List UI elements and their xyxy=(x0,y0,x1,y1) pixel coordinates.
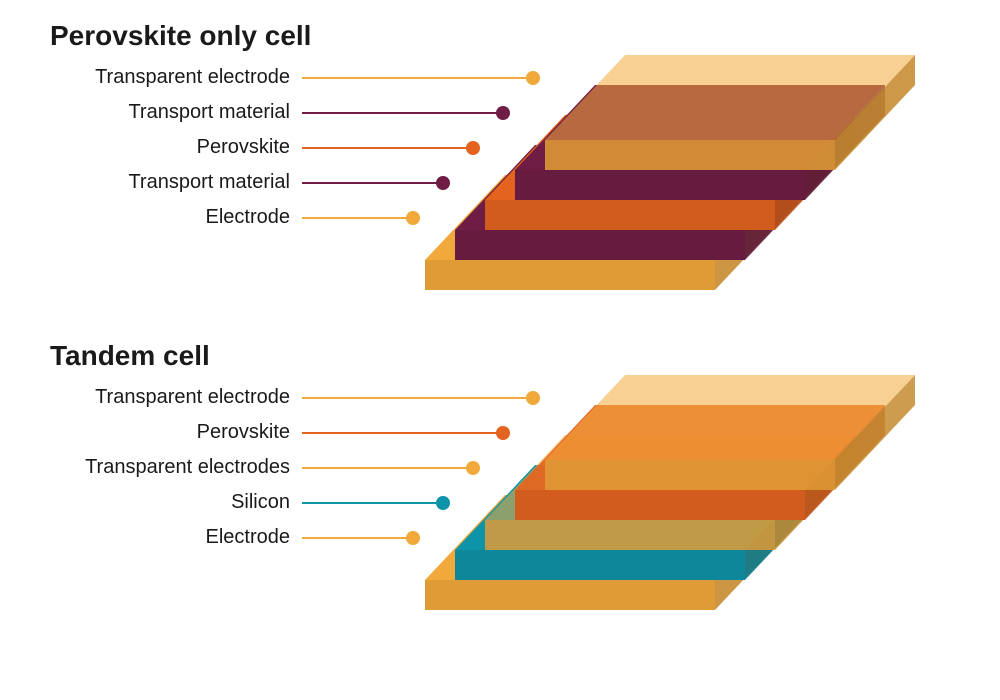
tandem-layer-4-front xyxy=(425,580,715,610)
perovskite-only-label-1: Transport material xyxy=(128,101,290,124)
diagram-stage: Perovskite only cell Transparent electrod… xyxy=(0,0,1000,700)
perovskite-only-leader-1 xyxy=(302,112,503,114)
perovskite-only-leader-3 xyxy=(302,182,443,184)
tandem-layer-3-front xyxy=(455,550,745,580)
tandem-layer-2-front xyxy=(485,520,775,550)
tandem-leader-2 xyxy=(302,467,473,469)
tandem-label-1: Perovskite xyxy=(197,421,290,444)
tandem-leader-1 xyxy=(302,432,503,434)
perovskite-only-layer-3-front xyxy=(455,230,745,260)
tandem-label-2: Transparent electrodes xyxy=(85,456,290,479)
tandem-leader-0 xyxy=(302,397,533,399)
tandem-dot-3 xyxy=(436,496,450,510)
perovskite-only-dot-3 xyxy=(436,176,450,190)
tandem-dot-4 xyxy=(406,531,420,545)
tandem-dot-1 xyxy=(496,426,510,440)
perovskite-only-label-4: Electrode xyxy=(206,206,291,229)
perovskite-only-dot-4 xyxy=(406,211,420,225)
perovskite-only-layer-0-front xyxy=(545,140,835,170)
perovskite-only-layer-4-front xyxy=(425,260,715,290)
tandem-label-4: Electrode xyxy=(206,526,291,549)
tandem-label-0: Transparent electrode xyxy=(95,386,290,409)
perovskite-only-layer-1-front xyxy=(515,170,805,200)
tandem-layer-1-front xyxy=(515,490,805,520)
perovskite-only-leader-4 xyxy=(302,217,413,219)
perovskite-only-label-3: Transport material xyxy=(128,171,290,194)
tandem-leader-4 xyxy=(302,537,413,539)
tandem-title: Tandem cell xyxy=(50,340,210,372)
perovskite-only-title: Perovskite only cell xyxy=(50,20,311,52)
perovskite-only-layer-2-front xyxy=(485,200,775,230)
tandem-leader-3 xyxy=(302,502,443,504)
tandem-dot-2 xyxy=(466,461,480,475)
perovskite-only-leader-0 xyxy=(302,77,533,79)
tandem-layer-0-front xyxy=(545,460,835,490)
perovskite-only-label-0: Transparent electrode xyxy=(95,66,290,89)
perovskite-only-label-2: Perovskite xyxy=(197,136,290,159)
perovskite-only-leader-2 xyxy=(302,147,473,149)
perovskite-only-dot-0 xyxy=(526,71,540,85)
perovskite-only-dot-1 xyxy=(496,106,510,120)
tandem-label-3: Silicon xyxy=(231,491,290,514)
tandem-dot-0 xyxy=(526,391,540,405)
perovskite-only-dot-2 xyxy=(466,141,480,155)
